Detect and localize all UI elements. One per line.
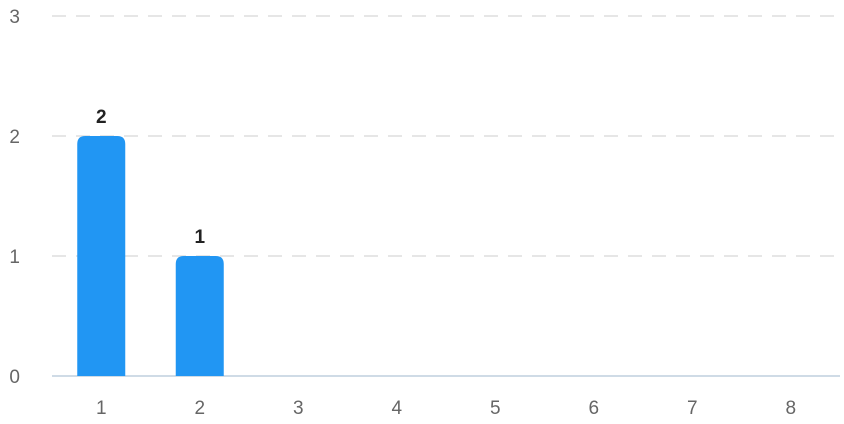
bar (77, 136, 126, 376)
x-tick-label: 8 (785, 398, 796, 419)
y-tick-label: 0 (9, 367, 20, 388)
x-tick-label: 4 (391, 398, 402, 419)
y-tick-label: 3 (9, 7, 20, 28)
y-tick-label: 1 (9, 247, 20, 268)
x-tick-label: 7 (687, 398, 698, 419)
y-tick-label: 2 (9, 127, 20, 148)
x-tick-label: 3 (293, 398, 304, 419)
data-labels: 21 (96, 107, 206, 248)
grid-lines (52, 15, 840, 377)
data-label: 1 (194, 227, 205, 248)
x-tick-label: 1 (96, 398, 107, 419)
x-tick-label: 2 (194, 398, 205, 419)
bar (175, 256, 224, 376)
x-tick-label: 5 (490, 398, 501, 419)
data-label: 2 (96, 107, 107, 128)
bars (77, 136, 224, 376)
y-axis-ticks: 0 1 2 3 (9, 7, 20, 388)
x-tick-label: 6 (588, 398, 599, 419)
x-axis-ticks: 1 2 3 4 5 6 7 8 (96, 398, 796, 419)
